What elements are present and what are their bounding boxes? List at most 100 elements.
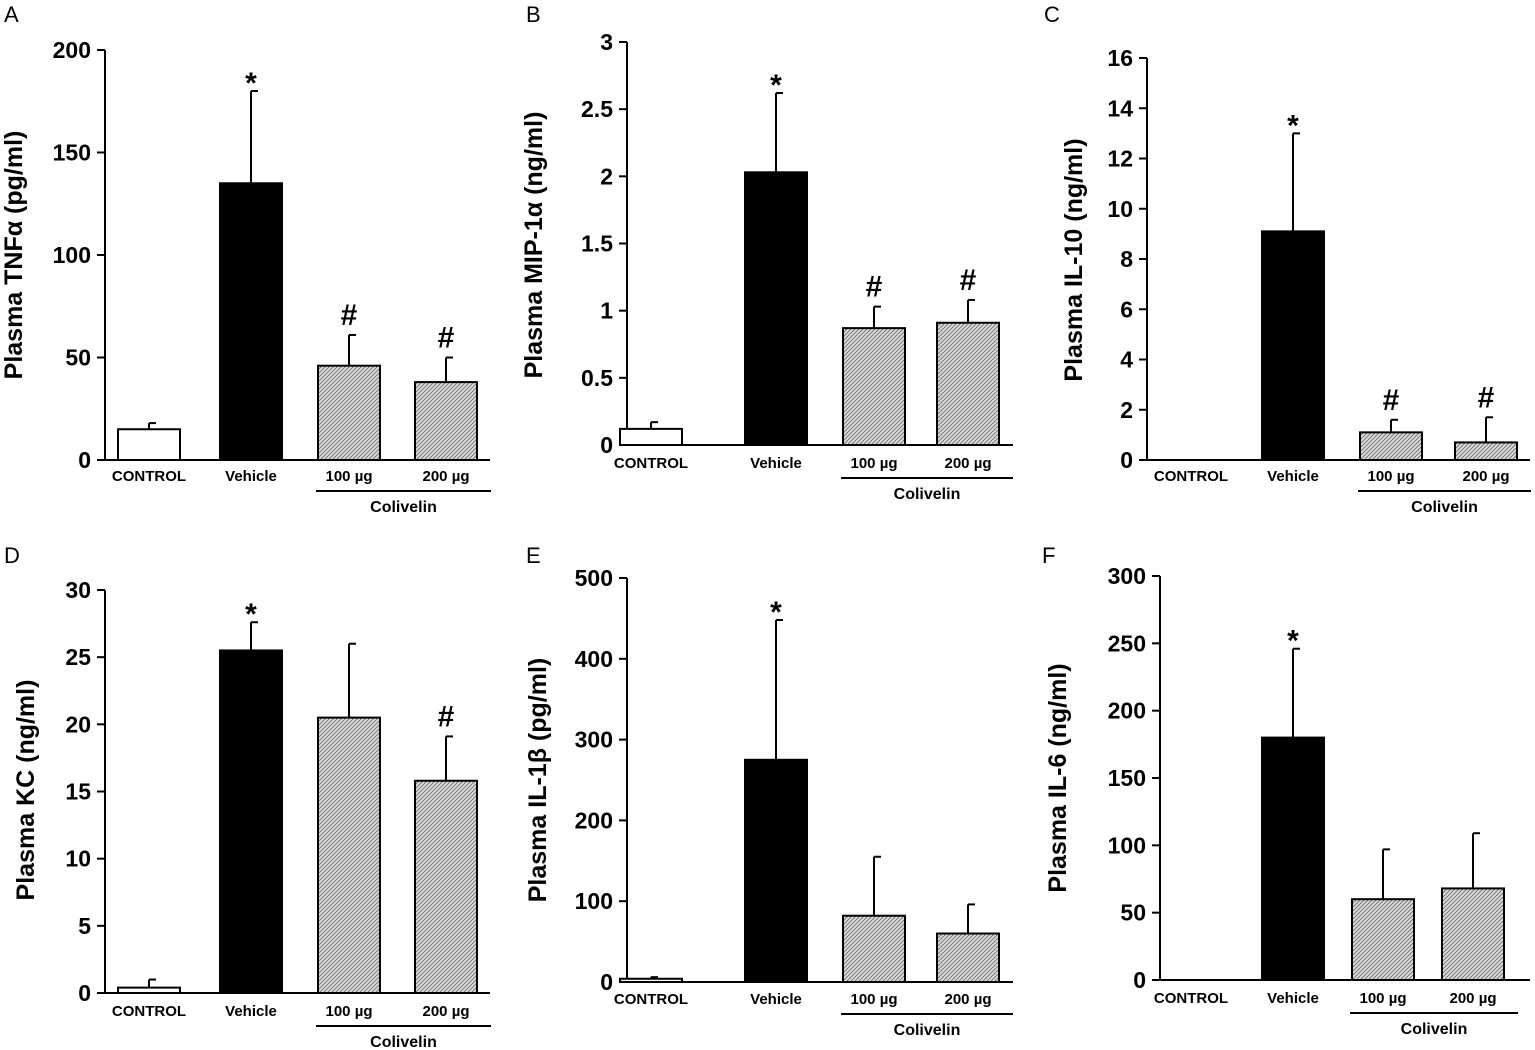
panel-e-category-label-3: 100 µg	[851, 991, 898, 1008]
panel-e-category-label-4: 200 µg	[945, 991, 992, 1008]
panel-f-annotation-2: *	[1287, 625, 1299, 658]
panel-f-y-tick-label: 50	[1120, 900, 1146, 926]
panel-c-y-tick-label: 6	[1120, 296, 1133, 322]
panel-c-bar-2	[1261, 230, 1325, 461]
panel-d-bar-1	[117, 986, 181, 994]
panel-a-y-tick-label: 0	[78, 447, 91, 473]
panel-e-y-axis-label: Plasma IL-1β (pg/ml)	[524, 658, 552, 902]
panel-e-category-label-1: CONTROL	[614, 991, 688, 1008]
panel-d-y-tick-label: 25	[65, 644, 91, 670]
panel-b-y-tick-label: 1	[600, 298, 613, 324]
panel-a-y-tick-label: 150	[53, 140, 91, 166]
panel-b-bar-4	[936, 321, 1000, 446]
panel-d-category-label-1: CONTROL	[112, 1003, 186, 1020]
panel-c-group-label: Colivelin	[1411, 499, 1478, 516]
panel-a-category-label-2: Vehicle	[225, 468, 277, 485]
panel-d-group-label: Colivelin	[370, 1034, 437, 1050]
panel-c-annotation-3: #	[1383, 384, 1400, 417]
panel-c-y-tick-label: 8	[1120, 246, 1133, 272]
panel-c-y-tick-label: 14	[1107, 95, 1133, 121]
panel-b-annotation-2: *	[770, 69, 782, 102]
panel-c-y-tick-label: 0	[1120, 447, 1133, 473]
panel-c-y-tick-label: 12	[1107, 146, 1133, 172]
panel-e-bar-2	[744, 758, 808, 983]
panel-d-annotation-4: #	[438, 700, 455, 733]
panel-f-bar-2	[1261, 736, 1325, 981]
panel-e-letter: E	[526, 543, 541, 568]
panel-f-category-label-4: 200 µg	[1450, 990, 1497, 1007]
panel-f-category-label-2: Vehicle	[1267, 990, 1319, 1007]
panel-a-bar-1	[117, 428, 181, 461]
panel-d-y-tick-label: 15	[65, 779, 91, 805]
panel-d-category-label-3: 100 µg	[326, 1003, 373, 1020]
panel-d-y-axis-label: Plasma KC (ng/ml)	[12, 680, 40, 901]
panel-e-bar-3	[842, 914, 906, 984]
panel-a-category-label-3: 100 µg	[326, 468, 373, 485]
panel-f-y-axis-label: Plasma IL-6 (ng/ml)	[1044, 663, 1072, 892]
panel-c-y-tick-label: 4	[1120, 347, 1133, 373]
panel-a-category-label-4: 200 µg	[423, 468, 470, 485]
panel-b-category-label-3: 100 µg	[851, 455, 898, 472]
panel-f-y-tick-label: 100	[1108, 832, 1146, 858]
panel-f-bar-3	[1351, 898, 1415, 982]
panel-c-y-axis-label: Plasma IL-10 (ng/ml)	[1060, 138, 1088, 381]
panel-f-y-tick-label: 0	[1133, 967, 1146, 993]
panel-a-annotation-4: #	[438, 322, 455, 355]
panel-d-bar-2	[219, 649, 283, 994]
panel-c-annotation-2: *	[1287, 109, 1299, 142]
panel-d-category-label-2: Vehicle	[225, 1003, 277, 1020]
panel-e-bar-4	[936, 932, 1000, 984]
panel-a-annotation-3: #	[341, 299, 358, 332]
panel-f-category-label-3: 100 µg	[1360, 990, 1407, 1007]
panel-d-y-tick-label: 20	[65, 711, 91, 737]
panel-c-letter: C	[1044, 2, 1060, 27]
panel-a-y-axis-label: Plasma TNFα (pg/ml)	[0, 131, 28, 380]
panel-a-letter: A	[4, 2, 19, 27]
panel-d-y-tick-label: 10	[65, 846, 91, 872]
panel-b-bar-1	[619, 427, 683, 447]
panel-f-y-tick-label: 250	[1108, 630, 1146, 656]
panel-d-bar-4	[414, 779, 478, 995]
panel-c-bar-3	[1359, 431, 1423, 461]
panel-b-y-tick-label: 3	[600, 29, 613, 55]
panel-e-y-tick-label: 0	[600, 969, 613, 995]
panel-e-y-tick-label: 200	[575, 807, 613, 833]
panel-f-y-tick-label: 300	[1108, 563, 1146, 589]
panel-c-bar-4	[1454, 441, 1518, 462]
panel-b-y-tick-label: 0.5	[581, 365, 613, 391]
panel-d-bar-3	[317, 716, 381, 994]
panel-c-y-tick-label: 2	[1120, 397, 1133, 423]
panel-c-annotation-4: #	[1478, 381, 1495, 414]
panel-a-annotation-2: *	[245, 67, 257, 100]
panel-b-category-label-4: 200 µg	[945, 455, 992, 472]
panel-e-group-label: Colivelin	[894, 1022, 961, 1039]
panel-b-annotation-4: #	[960, 264, 977, 297]
panel-d-letter: D	[4, 543, 20, 568]
panel-a-y-tick-label: 100	[53, 242, 91, 268]
panel-d-annotation-2: *	[245, 598, 257, 631]
panel-b-annotation-3: #	[866, 271, 883, 304]
panel-e-bar-1	[619, 977, 683, 984]
panel-e-y-tick-label: 400	[575, 646, 613, 672]
panel-e-category-label-2: Vehicle	[750, 991, 802, 1008]
panel-b-bar-2	[744, 171, 808, 446]
panel-b-letter: B	[526, 2, 541, 27]
panel-a-bar-4	[414, 381, 478, 462]
panel-a-y-tick-label: 200	[53, 37, 91, 63]
panel-a-group-label: Colivelin	[370, 499, 437, 516]
panel-e-y-tick-label: 300	[575, 727, 613, 753]
panel-b-bar-3	[842, 327, 906, 447]
panel-b-y-tick-label: 2	[600, 163, 613, 189]
panel-a-bar-3	[317, 364, 381, 462]
panel-e-y-tick-label: 100	[575, 888, 613, 914]
panel-c-category-label-2: Vehicle	[1267, 468, 1319, 485]
panel-f-y-tick-label: 150	[1108, 765, 1146, 791]
panel-d-y-tick-label: 30	[65, 577, 91, 603]
panel-f-letter: F	[1042, 543, 1055, 568]
panel-b-category-label-1: CONTROL	[614, 455, 688, 472]
panel-d-y-tick-label: 0	[78, 980, 91, 1006]
panel-c-category-label-3: 100 µg	[1368, 468, 1415, 485]
panel-d-y-tick-label: 5	[78, 913, 91, 939]
panel-e-y-tick-label: 500	[575, 565, 613, 591]
panel-b-y-tick-label: 2.5	[581, 96, 613, 122]
